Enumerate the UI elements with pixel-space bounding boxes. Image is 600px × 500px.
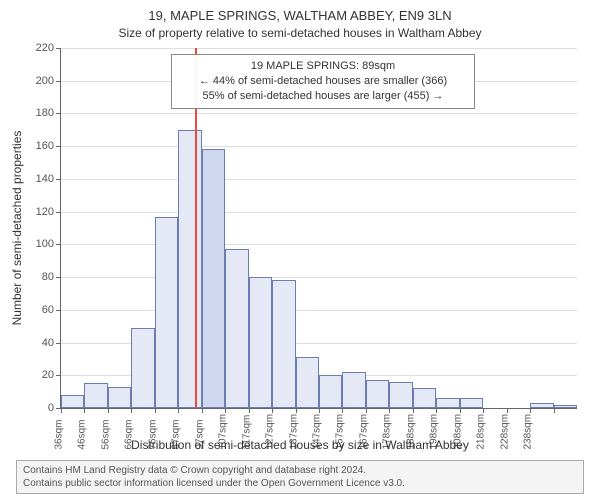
x-tickmark xyxy=(225,408,226,413)
y-tickmark xyxy=(56,310,61,311)
y-tickmark xyxy=(56,375,61,376)
x-tickmark xyxy=(155,408,156,413)
gridline xyxy=(61,146,577,147)
x-tickmark xyxy=(131,408,132,413)
footer-line2: Contains public sector information licen… xyxy=(23,477,577,490)
x-tickmark xyxy=(249,408,250,413)
x-tickmark xyxy=(483,408,484,413)
y-tickmark xyxy=(56,81,61,82)
x-tickmark xyxy=(413,408,414,413)
x-tickmark xyxy=(319,408,320,413)
gridline xyxy=(61,212,577,213)
histogram-bar xyxy=(342,372,365,408)
histogram-bar xyxy=(155,217,178,408)
y-tickmark xyxy=(56,343,61,344)
page-subtitle: Size of property relative to semi-detach… xyxy=(0,26,600,40)
y-tick-labels: 020406080100120140160180200220 xyxy=(26,48,56,408)
y-tick-label: 160 xyxy=(24,140,54,152)
x-tickmark xyxy=(272,408,273,413)
histogram-bar xyxy=(296,357,319,408)
histogram-bar xyxy=(460,398,483,408)
histogram-bar xyxy=(61,395,84,408)
y-tick-label: 180 xyxy=(24,107,54,119)
histogram-bar xyxy=(272,280,295,408)
histogram-chart: 36sqm46sqm56sqm66sqm76sqm87sqm97sqm107sq… xyxy=(60,48,577,409)
footer-attribution: Contains HM Land Registry data © Crown c… xyxy=(16,460,584,494)
y-axis-label: Number of semi-detached properties xyxy=(10,131,24,326)
histogram-bar xyxy=(249,277,272,408)
x-tickmark xyxy=(436,408,437,413)
gridline xyxy=(61,48,577,49)
x-tickmark xyxy=(389,408,390,413)
y-tickmark xyxy=(56,179,61,180)
x-tickmark xyxy=(554,408,555,413)
y-tick-label: 60 xyxy=(24,304,54,316)
histogram-bar xyxy=(84,383,107,408)
histogram-bar xyxy=(319,375,342,408)
y-tickmark xyxy=(56,113,61,114)
y-tickmark xyxy=(56,277,61,278)
y-tick-label: 80 xyxy=(24,271,54,283)
annotation-box: 19 MAPLE SPRINGS: 89sqm ← 44% of semi-de… xyxy=(171,54,475,109)
histogram-bar xyxy=(530,403,553,408)
histogram-bar xyxy=(554,405,577,408)
y-tick-label: 0 xyxy=(24,402,54,414)
x-tickmark xyxy=(178,408,179,413)
gridline xyxy=(61,310,577,311)
gridline xyxy=(61,244,577,245)
y-tick-label: 20 xyxy=(24,369,54,381)
histogram-bar xyxy=(131,328,154,408)
histogram-bar xyxy=(366,380,389,408)
gridline xyxy=(61,277,577,278)
y-tickmark xyxy=(56,146,61,147)
footer-line1: Contains HM Land Registry data © Crown c… xyxy=(23,464,577,477)
x-tickmark xyxy=(507,408,508,413)
x-tickmark xyxy=(530,408,531,413)
annotation-line1: 19 MAPLE SPRINGS: 89sqm xyxy=(178,59,468,74)
annotation-line2: ← 44% of semi-detached houses are smalle… xyxy=(178,74,468,89)
y-tick-label: 220 xyxy=(24,42,54,54)
y-tick-label: 100 xyxy=(24,238,54,250)
x-tickmark xyxy=(202,408,203,413)
histogram-bar xyxy=(202,149,225,408)
y-tickmark xyxy=(56,244,61,245)
x-axis-label: Distribution of semi-detached houses by … xyxy=(0,438,600,452)
x-tickmark xyxy=(108,408,109,413)
y-tickmark xyxy=(56,212,61,213)
y-tick-label: 200 xyxy=(24,75,54,87)
histogram-bar xyxy=(389,382,412,408)
y-tick-label: 140 xyxy=(24,173,54,185)
x-tickmark xyxy=(84,408,85,413)
page-title: 19, MAPLE SPRINGS, WALTHAM ABBEY, EN9 3L… xyxy=(0,8,600,23)
x-tickmark xyxy=(296,408,297,413)
y-tickmark xyxy=(56,48,61,49)
x-tickmark xyxy=(342,408,343,413)
x-tickmark xyxy=(61,408,62,413)
y-tick-label: 120 xyxy=(24,206,54,218)
y-tick-label: 40 xyxy=(24,337,54,349)
histogram-bar xyxy=(108,387,131,408)
histogram-bar xyxy=(225,249,248,408)
histogram-bar xyxy=(413,388,436,408)
x-tickmark xyxy=(460,408,461,413)
histogram-bar xyxy=(178,130,201,408)
x-tickmark xyxy=(366,408,367,413)
gridline xyxy=(61,113,577,114)
gridline xyxy=(61,179,577,180)
annotation-line3: 55% of semi-detached houses are larger (… xyxy=(178,89,468,104)
histogram-bar xyxy=(436,398,459,408)
